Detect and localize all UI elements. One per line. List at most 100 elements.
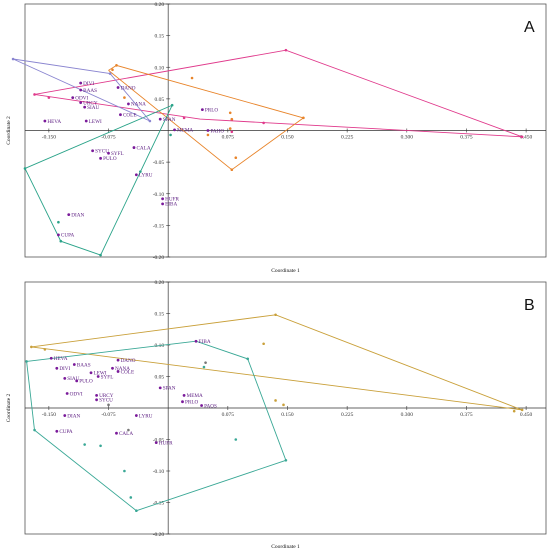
point-sycu (91, 149, 95, 153)
label-prlo: PRLO (185, 400, 199, 406)
point-prlo (181, 400, 184, 404)
label-syfl: SYFL (111, 151, 124, 157)
point-paos (200, 404, 203, 407)
point-pulo (99, 156, 102, 160)
x-tick-label: 0.450 (520, 412, 533, 418)
point-cole (116, 370, 120, 373)
label-lyru: LYRU (139, 173, 153, 179)
x-axis-label: Coordinate 1 (271, 544, 300, 550)
label-pulo: PULO (103, 156, 117, 162)
point-magenta (262, 121, 265, 125)
point-divi (79, 81, 83, 85)
x-tick-label: -0.150 (42, 135, 56, 141)
point-hufr (154, 441, 158, 445)
point-eiba (194, 339, 198, 343)
point-lavender (148, 119, 152, 123)
label-siau: SIAU (87, 105, 99, 111)
point-dano (116, 86, 120, 89)
point-pulo (75, 379, 79, 383)
point-orange (111, 68, 114, 72)
point-gold (274, 399, 277, 402)
point-magenta (33, 93, 36, 96)
hull-teal (24, 104, 174, 256)
label-paho: PAHO (210, 128, 224, 134)
y-axis-label: Coordinate 2 (6, 393, 12, 422)
y-tick-label: -0.05 (153, 438, 165, 444)
x-tick-label: -0.075 (101, 412, 115, 418)
y-tick-label: -0.20 (153, 255, 165, 261)
point-lavender (108, 72, 112, 75)
point-dian (63, 414, 67, 417)
label-span: SPAN (163, 117, 176, 123)
label-baas: BAAS (83, 88, 97, 94)
label-cala: CALA (119, 431, 133, 437)
label-cole: COLE (121, 369, 135, 375)
point-nana (111, 366, 114, 370)
point-gold (520, 408, 524, 412)
y-tick-label: -0.20 (153, 532, 165, 538)
y-tick-label: 0.05 (155, 97, 165, 103)
point-prlo (200, 108, 204, 112)
point-lewi (84, 119, 88, 123)
point-teal (129, 496, 133, 499)
x-tick-label: 0.225 (341, 412, 354, 418)
label-pulo: PULO (79, 379, 93, 385)
hull-magenta (34, 49, 523, 138)
point-sycu (95, 398, 98, 402)
point-paho (206, 129, 210, 132)
point-baas (79, 88, 83, 92)
y-tick-label: -0.05 (153, 160, 165, 166)
point-orange (228, 127, 232, 130)
point-teal (57, 220, 60, 224)
point-urcy (95, 394, 98, 397)
y-tick-label: 0.15 (155, 312, 165, 318)
point-span (158, 386, 162, 390)
point-odvi (65, 392, 69, 395)
x-tick-label: 0.075 (222, 412, 235, 418)
label-odvi: ODVI (70, 391, 83, 397)
point-gold (282, 403, 285, 407)
point-teal (284, 458, 288, 462)
point-cupa (57, 233, 60, 237)
label-sycu: SYCU (99, 398, 113, 404)
point-nana (127, 102, 130, 106)
point-orange (115, 64, 118, 67)
label-dano: DANO (121, 358, 136, 364)
x-tick-label: 0.300 (401, 412, 414, 418)
point-orange (302, 116, 305, 120)
point-teal (202, 365, 206, 369)
x-tick-label: 0.450 (520, 135, 533, 141)
label-siau: SIAU (67, 376, 79, 382)
point-teal (33, 428, 36, 432)
point-dano (116, 358, 120, 362)
point-teal (83, 443, 86, 446)
label-urcy: URCY (83, 100, 98, 106)
label-eiba: EIBA (199, 339, 211, 345)
point-divi (55, 366, 59, 370)
hull-orange (108, 64, 305, 171)
label-eiba: EIBA (165, 202, 177, 208)
point-heva (43, 119, 47, 123)
point-teal (99, 444, 102, 448)
x-tick-label: -0.075 (101, 135, 115, 141)
point-teal (135, 509, 138, 512)
label-hufr: HUFR (165, 197, 179, 203)
point-teal (23, 167, 27, 170)
label-divi: DIVI (83, 81, 94, 87)
label-nana: NANA (115, 366, 130, 372)
point-mema (182, 394, 186, 397)
label-urcy: URCY (99, 393, 114, 399)
point-lyru (134, 414, 138, 417)
y-tick-label: -0.10 (153, 469, 165, 475)
label-sycu: SYCU (95, 149, 109, 155)
label-heva: HEVA (54, 356, 68, 362)
label-cupa: CUPA (59, 429, 73, 435)
label-mema: MEMA (187, 393, 203, 399)
y-tick-label: 0.20 (155, 2, 165, 8)
point-magenta (47, 96, 51, 99)
point-gold (274, 313, 277, 317)
panel-letter: A (524, 19, 535, 36)
point-siau (63, 376, 67, 380)
